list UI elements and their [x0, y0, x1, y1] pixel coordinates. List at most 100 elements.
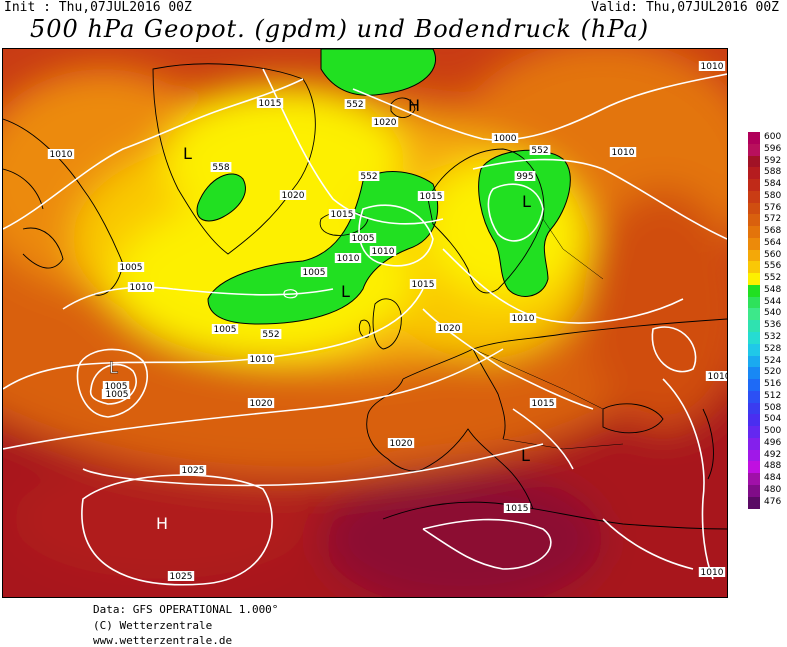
pressure-label-bg: [417, 191, 445, 201]
pressure-label: 1010: [708, 372, 727, 382]
legend-value: 536: [764, 320, 782, 331]
pressure-label: 1015: [506, 504, 529, 514]
low-center-atlantic: L: [109, 358, 118, 377]
legend-value: 560: [764, 249, 782, 260]
legend-swatch: [748, 355, 760, 368]
pressure-label: 1015: [412, 280, 435, 290]
legend-value: 588: [764, 167, 782, 178]
pressure-label: 1010: [612, 148, 635, 158]
height-field: [3, 49, 727, 597]
pressure-label: 1015: [532, 399, 555, 409]
pressure-label: 1020: [374, 118, 397, 128]
high-center-svalbard: H: [408, 96, 420, 115]
height-label: 552: [360, 172, 377, 182]
pressure-label: 1015: [331, 210, 354, 220]
pressure-label: 1005: [120, 263, 143, 273]
pressure-label: 995: [516, 172, 533, 182]
weather-map: 1010 1015 1005 1020 1015 1005 1010 1005 1010 1015…: [2, 48, 728, 598]
pressure-label-bg: [409, 279, 437, 289]
legend-value: 548: [764, 284, 782, 295]
legend-value: 484: [764, 473, 782, 484]
pressure-label: 1000: [494, 134, 517, 144]
pressure-label-bg: [256, 98, 284, 108]
legend-swatch: [748, 296, 760, 309]
legend-swatch: [748, 202, 760, 215]
legend-swatch: [748, 179, 760, 191]
legend-swatch: [748, 437, 760, 450]
legend-value: 592: [764, 155, 782, 166]
pressure-label-bg: [509, 313, 537, 323]
legend-value: 476: [764, 496, 782, 507]
pressure-label-bg: [167, 571, 195, 581]
legend-value: 584: [764, 179, 782, 190]
legend-value: 512: [764, 390, 782, 401]
height-label-bg: [358, 171, 380, 181]
copyright-label: (C) Wetterzentrale: [93, 619, 213, 632]
legend-value: 508: [764, 402, 782, 413]
pressure-label-bg: [47, 149, 75, 159]
data-source-label: Data: GFS OPERATIONAL 1.000°: [93, 603, 279, 616]
pressure-label: 1020: [390, 439, 413, 449]
height-labels: 552 558 552 552 552: [210, 99, 551, 340]
legend-value: 572: [764, 214, 782, 225]
legend-value: 552: [764, 273, 782, 284]
legend-swatch: [748, 461, 760, 474]
legend-value: 568: [764, 226, 782, 237]
legend-value: 496: [764, 437, 782, 448]
coastlines: [3, 63, 727, 530]
pressure-label-bg: [334, 253, 362, 263]
pressure-label: 1010: [372, 247, 395, 257]
legend-value: 500: [764, 426, 782, 437]
legend-swatch: [748, 414, 760, 427]
pressure-centers: L L L L L H H: [109, 96, 531, 533]
pressure-label: 1015: [420, 192, 443, 202]
pressure-label-bg: [300, 267, 328, 277]
pressure-label: 1005: [214, 325, 237, 335]
legend-swatch: [748, 226, 760, 238]
legend-value: 580: [764, 190, 782, 201]
pressure-label-bg: [529, 398, 557, 408]
pressure-label-bg: [179, 465, 207, 475]
isobars: [3, 68, 727, 586]
pressure-label-bg: [609, 147, 637, 157]
pressure-label-bg: [279, 190, 307, 200]
pressure-label-bg: [349, 233, 377, 243]
height-label: 552: [262, 330, 279, 340]
legend-value: 564: [764, 237, 782, 248]
legend-value: 520: [764, 367, 782, 378]
pressure-label: 1010: [701, 62, 724, 72]
weather-map-canvas: 1010 1015 1005 1020 1015 1005 1010 1005 1010 1015…: [3, 49, 727, 597]
legend-swatch: [748, 155, 760, 168]
pressure-label: 1005: [303, 268, 326, 278]
legend-value: 492: [764, 449, 782, 460]
legend-value: 576: [764, 202, 782, 213]
legend-value: 528: [764, 343, 782, 354]
pressure-label: 1020: [282, 191, 305, 201]
legend-value: 488: [764, 461, 782, 472]
pressure-label-bg: [705, 371, 727, 381]
pressure-label: 1010: [250, 355, 273, 365]
legend-swatch: [748, 273, 760, 285]
legend-value: 480: [764, 484, 782, 495]
legend-swatch: [748, 426, 760, 438]
legend-value: 516: [764, 379, 782, 390]
legend-swatch: [748, 449, 760, 462]
pressure-label: 1025: [182, 466, 205, 476]
legend-swatch: [748, 237, 760, 250]
legend-swatch: [748, 308, 760, 321]
pressure-label-bg: [211, 324, 239, 334]
height-label: 558: [212, 163, 229, 173]
legend-value: 524: [764, 355, 782, 366]
legend-swatch: [748, 390, 760, 403]
pressure-label-bg: [127, 282, 155, 292]
legend-swatch: [748, 320, 760, 333]
map-title: 500 hPa Geopot. (gpdm) und Bodendruck (h…: [30, 15, 650, 43]
legend-value: 504: [764, 414, 782, 425]
pressure-label-bg: [369, 246, 397, 256]
legend-swatch: [748, 367, 760, 380]
legend-value: 596: [764, 143, 782, 154]
pressure-label: 1005: [352, 234, 375, 244]
low-center-greenland: L: [183, 144, 192, 163]
pressure-label-bg: [698, 61, 726, 71]
pressure-label: 1005: [106, 390, 129, 400]
